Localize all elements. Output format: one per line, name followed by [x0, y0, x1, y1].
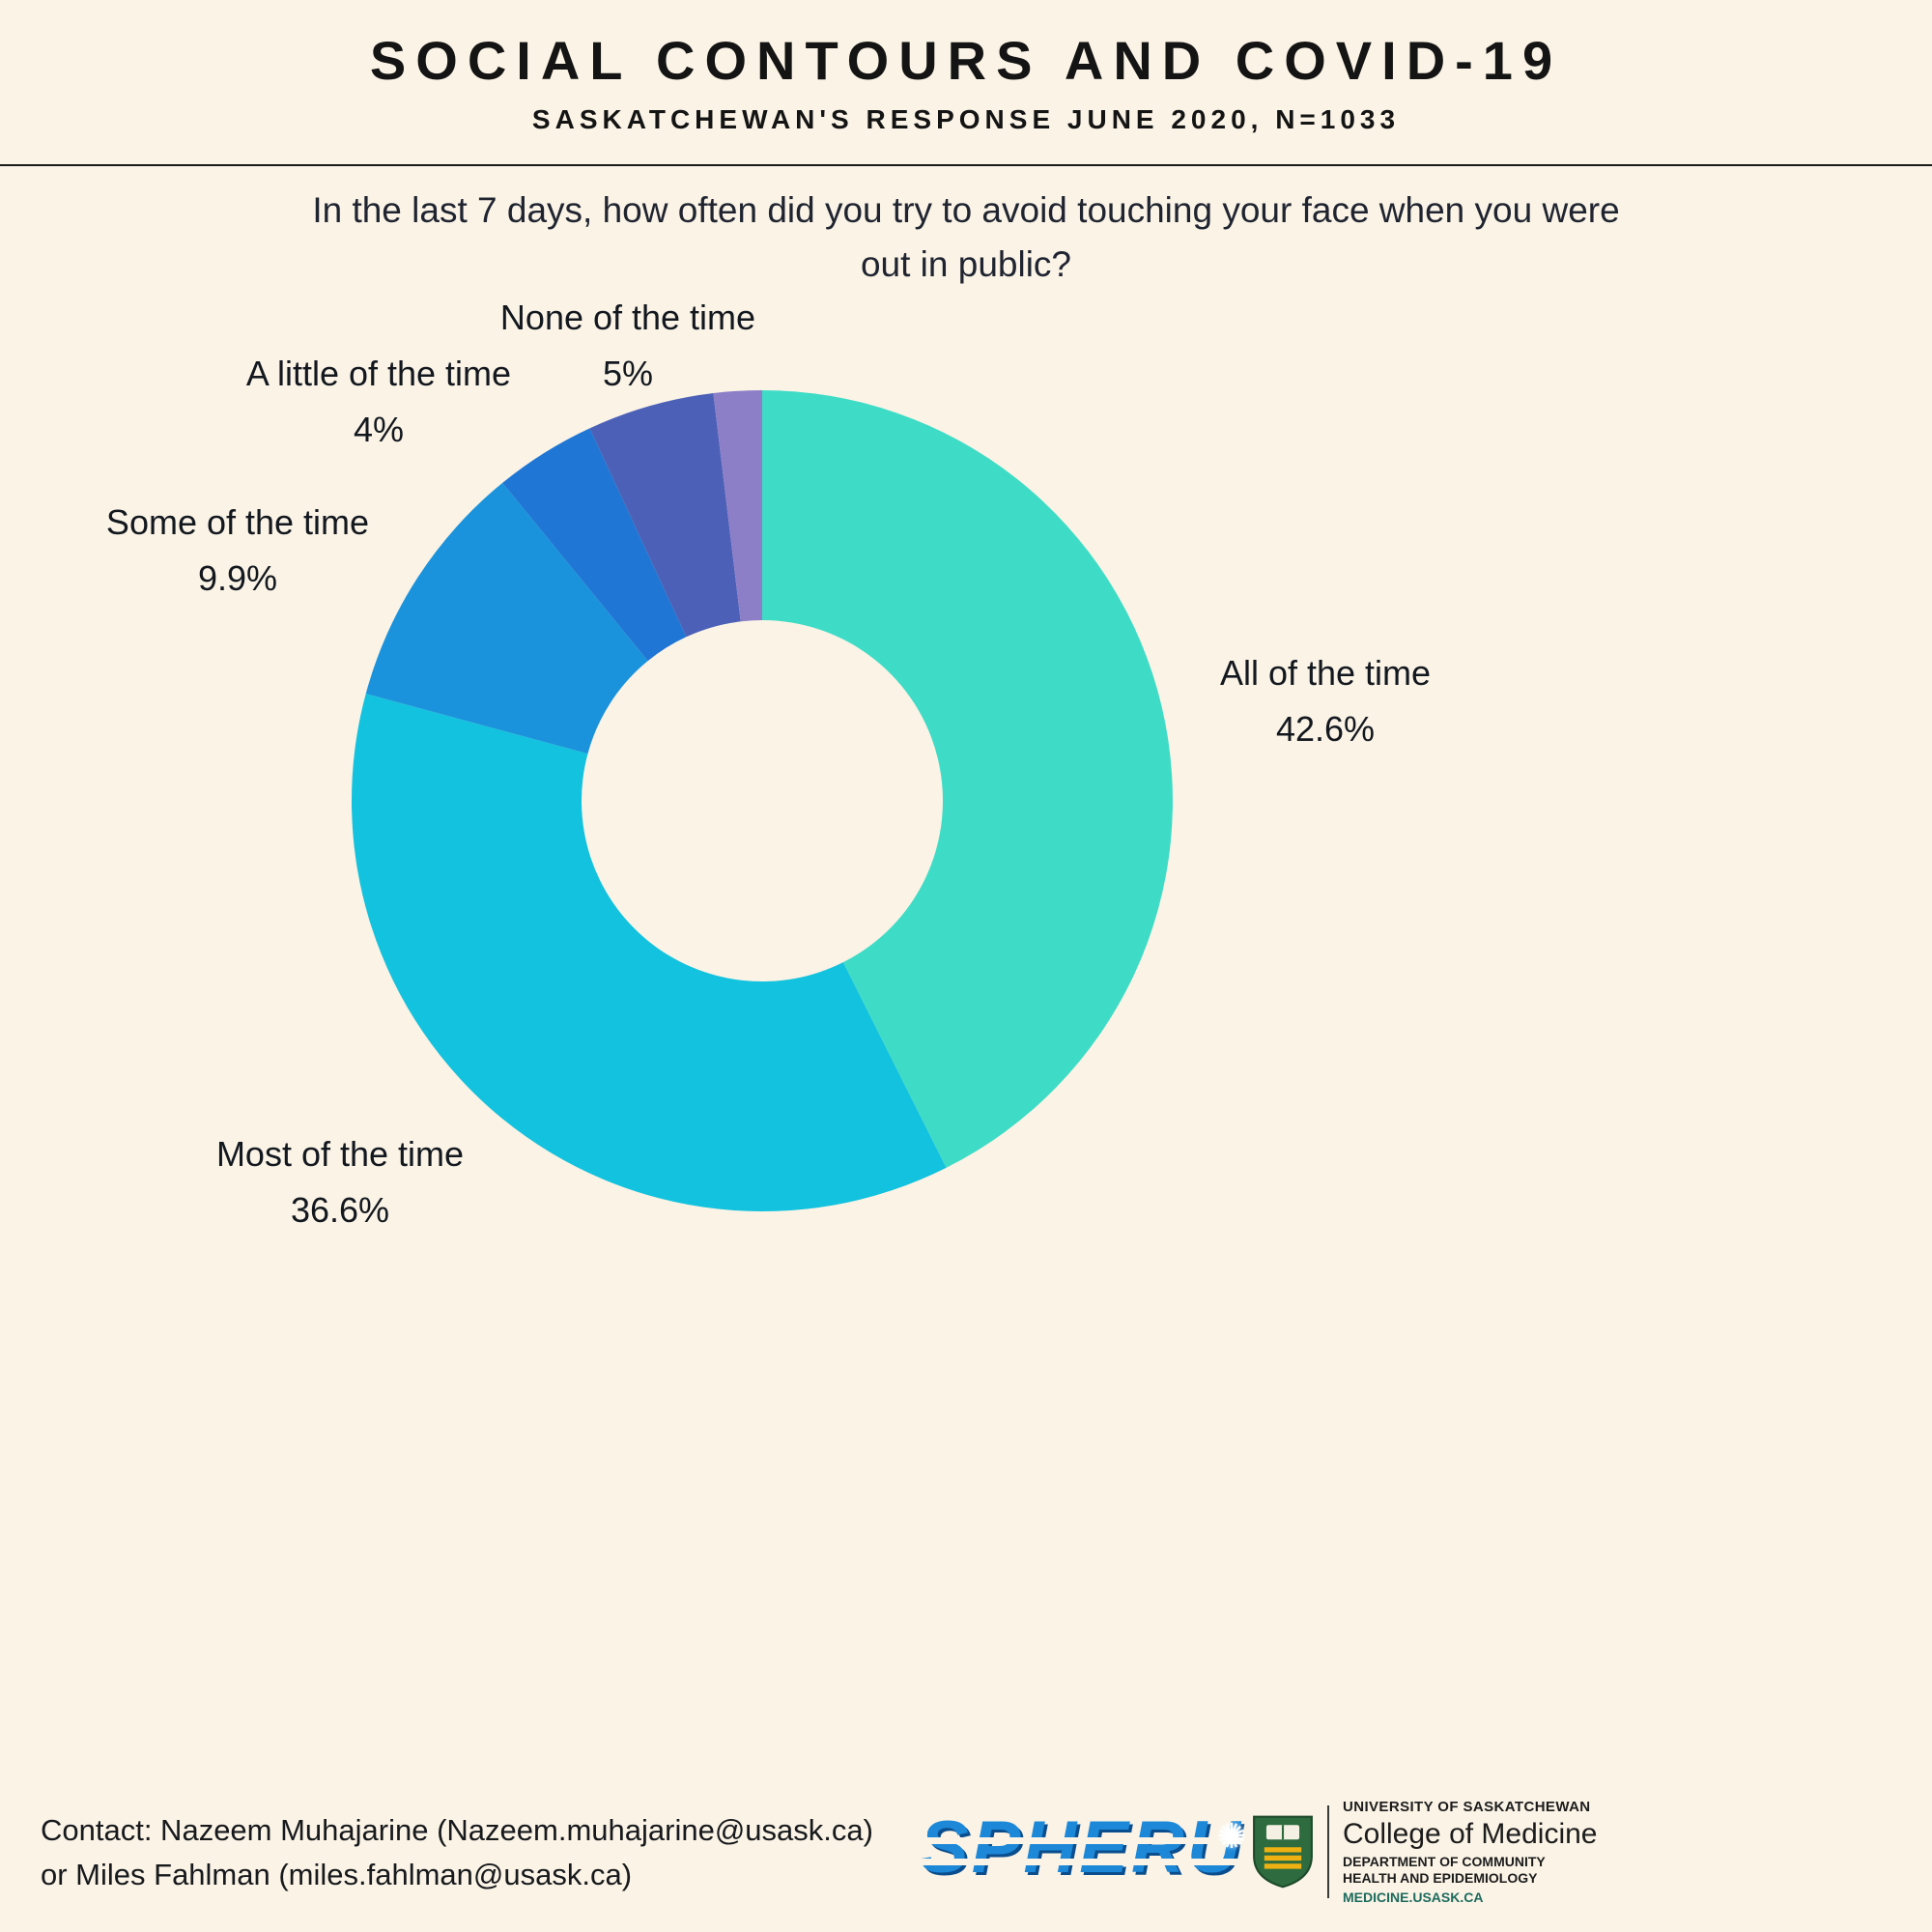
- segment-label-text: A little of the time: [245, 354, 512, 393]
- spheru-stripe: [920, 1837, 1248, 1844]
- usask-website: MEDICINE.USASK.CA: [1343, 1889, 1484, 1905]
- spheru-stripe: [920, 1859, 1248, 1865]
- donut-segment-most-of-the-time: [351, 694, 947, 1211]
- contact-line-1: Contact: Nazeem Muhajarine (Nazeem.muhaj…: [41, 1813, 873, 1847]
- segment-label-text: None of the time: [499, 298, 756, 337]
- chart-question-line1: In the last 7 days, how often did you tr…: [312, 190, 1620, 230]
- segment-label-text: Most of the time: [215, 1134, 465, 1174]
- segment-label-some-of-the-time: Some of the time 9.9%: [106, 495, 369, 607]
- segment-label-value: 42.6%: [1275, 709, 1376, 749]
- segment-label-text: Some of the time: [105, 502, 370, 542]
- segment-label-value: 4%: [353, 410, 405, 449]
- donut-segment-none-of-the-time: [589, 393, 741, 638]
- chart-question: In the last 7 days, how often did you tr…: [0, 184, 1932, 292]
- usask-logo-divider: [1327, 1805, 1329, 1898]
- contact-line-2: or Miles Fahlman (miles.fahlman@usask.ca…: [41, 1858, 633, 1891]
- spheru-logo: SPHERU ✺: [920, 1804, 1248, 1891]
- usask-shield-icon: [1253, 1815, 1313, 1889]
- segment-label-value: 5%: [602, 354, 654, 393]
- usask-university-name: UNIVERSITY OF SASKATCHEWAN: [1343, 1799, 1591, 1815]
- contact-info: Contact: Nazeem Muhajarine (Nazeem.muhaj…: [41, 1808, 873, 1897]
- usask-department-line2: HEALTH AND EPIDEMIOLOGY: [1343, 1870, 1538, 1886]
- segment-label-value: 36.6%: [290, 1190, 390, 1230]
- segment-label-most-of-the-time: Most of the time 36.6%: [216, 1126, 464, 1238]
- donut-segment-all-of-the-time: [762, 390, 1173, 1168]
- usask-college-name: College of Medicine: [1343, 1818, 1598, 1850]
- page-subtitle: SASKATCHEWAN'S RESPONSE JUNE 2020, N=103…: [531, 104, 1401, 134]
- starburst-icon: ✺: [1216, 1816, 1246, 1856]
- segment-label-none-of-the-time: None of the time 5%: [500, 290, 755, 402]
- donut-segment-unlabeled: [713, 390, 762, 622]
- segment-label-text: All of the time: [1219, 653, 1432, 693]
- segment-label-value: 9.9%: [197, 558, 278, 598]
- donut-segment-a-little-of-the-time: [502, 428, 687, 662]
- header-divider: [0, 164, 1932, 166]
- segment-label-a-little-of-the-time: A little of the time 4%: [246, 346, 511, 458]
- donut-segment-some-of-the-time: [365, 482, 648, 754]
- usask-logo: UNIVERSITY OF SASKATCHEWAN College of Me…: [1252, 1799, 1597, 1905]
- usask-department-line1: DEPARTMENT OF COMMUNITY: [1343, 1854, 1546, 1869]
- donut-chart: [351, 390, 1173, 1211]
- spheru-logo-text: SPHERU: [920, 1806, 1243, 1889]
- chart-question-line2: out in public?: [860, 244, 1072, 284]
- page-title: SOCIAL CONTOURS AND COVID-19: [369, 30, 1563, 91]
- segment-label-all-of-the-time: All of the time 42.6%: [1220, 645, 1431, 757]
